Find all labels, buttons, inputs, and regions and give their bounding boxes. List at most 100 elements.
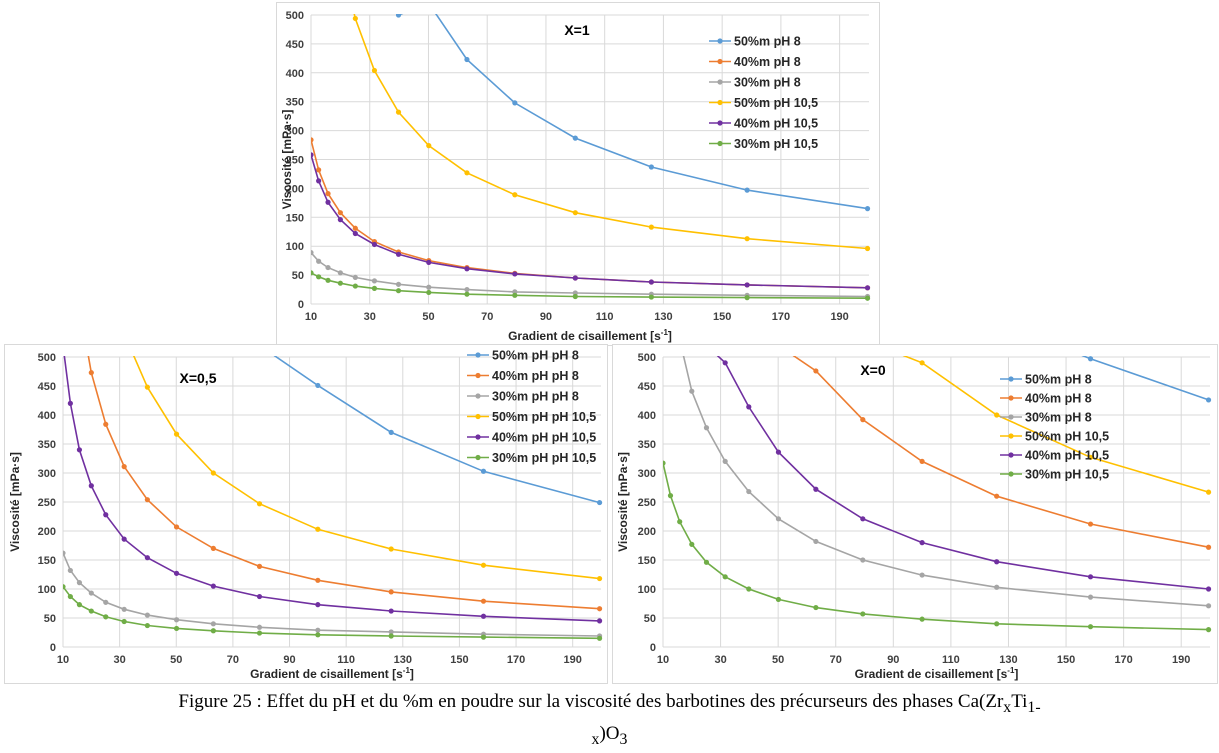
chart-svg-x1: 0 50 100 150 200 250 300 350 400 450 500 10 30 50 70 90… xyxy=(280,10,871,343)
data-point xyxy=(1205,603,1212,609)
data-point xyxy=(395,281,402,287)
data-point xyxy=(663,460,666,466)
data-point xyxy=(352,230,358,237)
x-tick-label: 190 xyxy=(564,654,582,666)
data-point xyxy=(667,493,674,499)
data-point xyxy=(395,109,402,115)
data-point xyxy=(813,486,819,492)
legend-swatch-marker xyxy=(717,99,723,106)
data-point xyxy=(210,621,216,627)
data-point xyxy=(704,345,709,348)
data-point xyxy=(173,617,180,623)
data-point xyxy=(776,345,781,348)
data-point xyxy=(315,382,321,389)
data-point xyxy=(744,295,750,301)
x-tick-label: 110 xyxy=(596,311,614,323)
data-point xyxy=(722,360,728,366)
x-tick-label: 130 xyxy=(999,654,1017,666)
data-point xyxy=(256,501,263,507)
data-point xyxy=(722,458,728,464)
legend-swatch-marker xyxy=(717,140,723,147)
data-point xyxy=(813,368,819,374)
x-tick-label: 110 xyxy=(337,654,355,666)
y-tick-label: 50 xyxy=(292,270,304,282)
data-point xyxy=(325,191,331,197)
data-point xyxy=(337,270,343,276)
data-point xyxy=(512,271,518,277)
data-point xyxy=(103,512,109,518)
data-point xyxy=(1087,574,1094,580)
series-line xyxy=(663,462,1209,631)
y-tick-label: 350 xyxy=(638,439,656,451)
x-axis-title-sup: -1 xyxy=(403,666,411,675)
data-point xyxy=(144,612,150,618)
legend-entry: 30%m pH pH 10,5 xyxy=(492,451,596,465)
y-tick-label: 400 xyxy=(638,410,656,422)
x-axis-title-main: Gradient de cisaillement [s xyxy=(855,667,1008,681)
x-tick-label: 110 xyxy=(942,654,960,666)
x-axis-title-main: Gradient de cisaillement [s xyxy=(250,667,403,681)
series-line xyxy=(63,552,600,637)
series-line xyxy=(716,356,1209,590)
data-point xyxy=(596,635,603,641)
data-point xyxy=(572,275,578,281)
legend-swatch-marker xyxy=(475,434,481,440)
data-point xyxy=(315,526,321,532)
y-tick-label: 50 xyxy=(44,613,56,625)
legend-entry: 50%m pH 8 xyxy=(734,35,801,49)
data-point xyxy=(572,210,578,216)
data-point xyxy=(813,538,819,545)
x-tick-label: 90 xyxy=(283,654,295,666)
legend-swatch-marker xyxy=(475,454,481,461)
data-point xyxy=(311,249,314,256)
y-tick-label: 250 xyxy=(38,497,56,509)
data-point xyxy=(1205,397,1212,403)
data-point xyxy=(103,599,109,605)
data-point xyxy=(352,225,358,231)
y-tick-label: 150 xyxy=(638,555,656,567)
data-point xyxy=(256,593,263,600)
series-line xyxy=(353,14,868,250)
x-tick-label: 10 xyxy=(57,654,69,666)
data-point xyxy=(388,429,394,435)
legend-swatch-marker xyxy=(475,352,481,358)
data-point xyxy=(316,258,322,264)
data-point xyxy=(480,468,487,474)
data-point xyxy=(919,616,925,622)
data-point xyxy=(703,559,710,565)
data-point xyxy=(316,178,322,184)
y-tick-label: 400 xyxy=(286,68,304,80)
data-point xyxy=(744,282,750,288)
data-point xyxy=(316,274,322,280)
y-axis-title: Viscosité [mPa·s] xyxy=(616,452,630,552)
x-axis-title-sup: -1 xyxy=(1007,666,1015,675)
y-tick-label: 100 xyxy=(38,584,56,596)
data-point xyxy=(689,388,695,394)
data-point xyxy=(76,580,83,586)
data-point xyxy=(1087,356,1094,362)
legend-entry: 30%m pH 8 xyxy=(1025,411,1092,425)
data-point xyxy=(210,628,216,634)
data-point xyxy=(311,137,314,143)
y-tick-label: 500 xyxy=(38,352,56,364)
data-point xyxy=(480,613,487,619)
legend-swatch-marker xyxy=(1008,376,1014,382)
series-line xyxy=(682,356,1209,607)
data-point xyxy=(648,279,654,285)
x-tick-label: 150 xyxy=(450,654,468,666)
data-point xyxy=(426,289,432,296)
series-line xyxy=(311,139,868,289)
data-point xyxy=(1087,454,1094,460)
x-tick-label: 30 xyxy=(114,654,126,666)
y-tick-label: 450 xyxy=(38,381,56,393)
y-tick-label: 200 xyxy=(286,183,304,195)
data-point xyxy=(1087,594,1094,600)
legend-entry: 40%m pH pH 10,5 xyxy=(492,431,596,445)
data-point xyxy=(144,622,150,629)
series-line xyxy=(273,356,600,504)
data-point xyxy=(76,447,83,453)
data-point xyxy=(860,557,866,563)
data-point xyxy=(256,624,263,630)
y-tick-label: 100 xyxy=(286,241,304,253)
data-point xyxy=(352,283,358,289)
